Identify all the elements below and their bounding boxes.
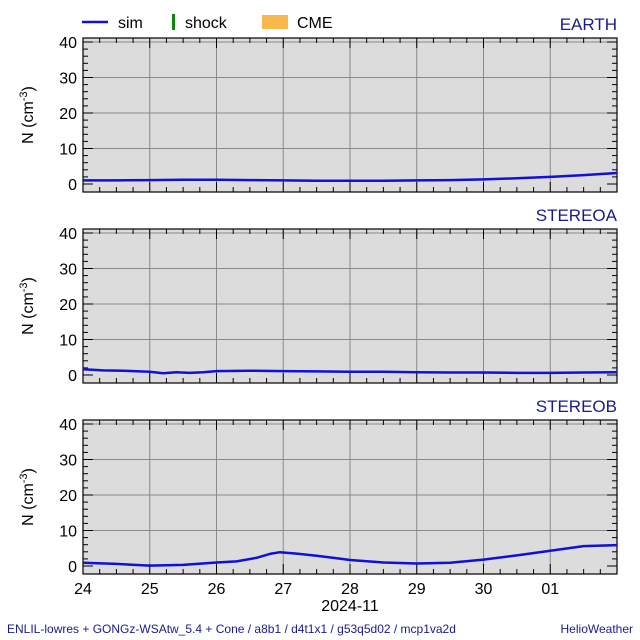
x-tick-label: 30 — [475, 581, 493, 598]
x-tick-label: 26 — [208, 581, 226, 598]
y-tick-label: 40 — [59, 35, 77, 52]
legend-shock-swatch — [172, 14, 175, 30]
y-tick-label: 30 — [59, 453, 77, 470]
y-tick-label: 20 — [59, 297, 77, 314]
x-tick-label: 25 — [141, 581, 159, 598]
x-tick-label: 27 — [274, 581, 292, 598]
y-tick-label: 10 — [59, 524, 77, 541]
y-axis-label-close: ) — [20, 468, 37, 473]
panel-title: EARTH — [560, 15, 617, 34]
x-axis-label: 2024-11 — [321, 598, 379, 615]
panel-title: STEREOB — [536, 397, 617, 416]
y-tick-label: 40 — [59, 226, 77, 243]
y-axis-label-exponent: -3 — [18, 473, 30, 483]
series-line-sim — [82, 543, 618, 567]
series-line-sim — [83, 171, 618, 183]
x-tick-label: 01 — [541, 581, 559, 598]
y-tick-label: 10 — [59, 333, 77, 350]
legend-cme-label: CME — [297, 15, 333, 32]
panel-stereob: 0 10 20 30 40 STEREOB N (cm-3) 24 25 26 27 28 29 30 01 — [18, 397, 618, 598]
x-tick-label: 29 — [408, 581, 426, 598]
y-tick-label: 20 — [59, 106, 77, 123]
series-line-sim — [82, 368, 618, 375]
panel-stereoa: 0 10 20 30 40 STEREOA N (cm-3) — [18, 206, 618, 385]
y-axis-label-base: N (cm — [20, 101, 37, 144]
y-tick-label: 0 — [68, 368, 77, 385]
legend-shock-label: shock — [185, 15, 228, 32]
legend: sim shock CME — [82, 14, 333, 32]
y-tick-label: 40 — [59, 417, 77, 434]
y-tick-label: 30 — [59, 262, 77, 279]
y-tick-label: 10 — [59, 142, 77, 159]
y-axis-label: N (cm-3) — [18, 468, 37, 526]
y-axis-label-close: ) — [20, 86, 37, 91]
y-tick-label: 20 — [59, 488, 77, 505]
y-tick-label: 0 — [68, 177, 77, 194]
y-axis-label: N (cm-3) — [18, 86, 37, 144]
y-axis-label-exponent: -3 — [18, 282, 30, 292]
footer-model-text: ENLIL-lowres + GONGz-WSAtw_5.4 + Cone / … — [7, 622, 456, 636]
x-tick-label: 28 — [341, 581, 359, 598]
plot-frame — [82, 37, 618, 193]
legend-cme-swatch — [262, 15, 288, 29]
panel-earth: 0 10 20 30 40 EARTH N (cm-3) — [18, 15, 618, 194]
plot-frame — [82, 419, 618, 575]
legend-sim-label: sim — [118, 15, 143, 32]
y-tick-label: 0 — [68, 559, 77, 576]
y-axis-label-exponent: -3 — [18, 91, 30, 101]
panel-title: STEREOA — [536, 206, 618, 225]
x-tick-label: 24 — [74, 581, 92, 598]
y-axis-label-base: N (cm — [20, 292, 37, 335]
y-tick-label: 30 — [59, 71, 77, 88]
plot-frame — [82, 228, 618, 384]
y-axis-label-close: ) — [20, 277, 37, 282]
y-axis-label: N (cm-3) — [18, 277, 37, 335]
y-axis-label-base: N (cm — [20, 483, 37, 526]
footer-brand-text: HelioWeather — [561, 622, 633, 636]
